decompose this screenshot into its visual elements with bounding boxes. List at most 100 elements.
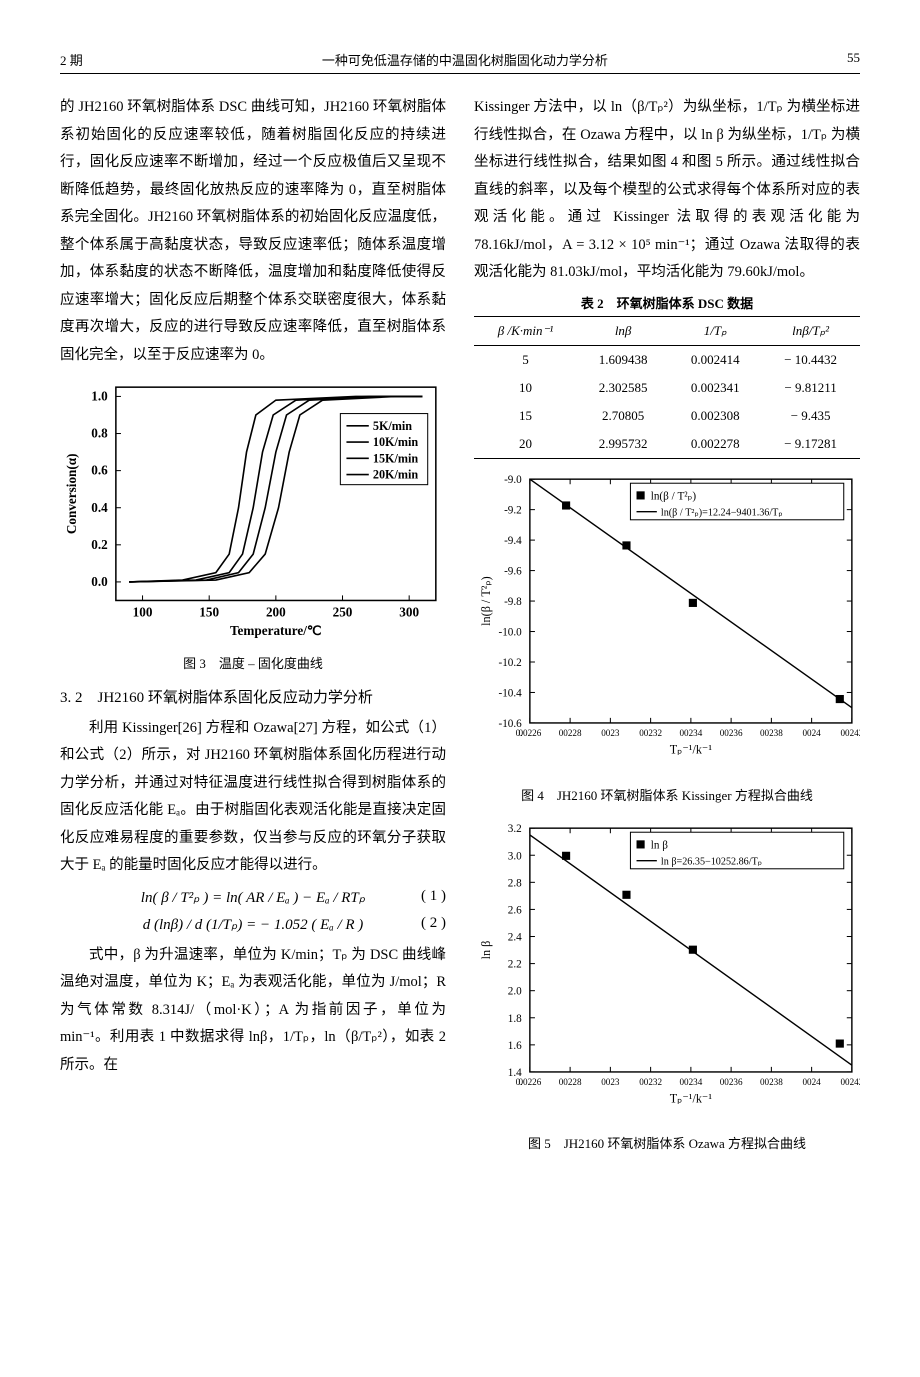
- svg-text:ln β: ln β: [651, 839, 668, 851]
- svg-text:0023: 0023: [601, 728, 620, 738]
- figure-3-svg: 1001502002503000.00.20.40.60.81.0Tempera…: [60, 377, 446, 641]
- table-cell: 2.995732: [577, 430, 669, 459]
- svg-text:1.8: 1.8: [508, 1012, 522, 1024]
- svg-text:00234: 00234: [679, 728, 702, 738]
- svg-text:0.4: 0.4: [91, 500, 108, 515]
- running-header: 2 期 一种可免低温存储的中温固化树脂固化动力学分析 55: [60, 50, 860, 74]
- svg-text:250: 250: [333, 605, 353, 620]
- table-header: lnβ/Tₚ²: [761, 316, 860, 345]
- svg-text:2.8: 2.8: [508, 877, 522, 889]
- svg-text:15K/min: 15K/min: [373, 452, 419, 466]
- svg-text:00236: 00236: [720, 728, 743, 738]
- svg-text:00242: 00242: [840, 1077, 860, 1087]
- svg-text:100: 100: [133, 605, 153, 620]
- table-row: 102.3025850.002341− 9.81211: [474, 374, 860, 402]
- svg-text:300: 300: [399, 605, 419, 620]
- svg-text:-10.0: -10.0: [498, 626, 522, 638]
- svg-text:Tₚ⁻¹/k⁻¹: Tₚ⁻¹/k⁻¹: [670, 1091, 713, 1105]
- table-cell: − 9.435: [761, 402, 860, 430]
- figure-4-caption: 图 4 JH2160 环氧树脂体系 Kissinger 方程拟合曲线: [474, 785, 860, 804]
- table-cell: − 9.81211: [761, 374, 860, 402]
- svg-text:Conversion(α): Conversion(α): [64, 454, 79, 535]
- equation-2: d (lnβ) / d (1/Tₚ) = − 1.052 ( Eₐ / R ) …: [60, 915, 446, 934]
- svg-text:ln(β / T²ₚ)=12.24−9401.36/Tₚ: ln(β / T²ₚ)=12.24−9401.36/Tₚ: [661, 508, 783, 519]
- table-cell: 0.002278: [669, 430, 761, 459]
- section-3-2-para1: 利用 Kissinger[26] 方程和 Ozawa[27] 方程，如公式（1）…: [60, 715, 446, 880]
- svg-text:-10.4: -10.4: [498, 687, 522, 699]
- table-row: β /K·min⁻¹lnβ1/Tₚlnβ/Tₚ²: [474, 316, 860, 345]
- two-column-layout: 的 JH2160 环氧树脂体系 DSC 曲线可知，JH2160 环氧树脂体系初始…: [60, 94, 860, 1166]
- table-cell: 10: [474, 374, 577, 402]
- svg-text:00234: 00234: [679, 1077, 702, 1087]
- table-2: β /K·min⁻¹lnβ1/Tₚlnβ/Tₚ² 51.6094380.0024…: [474, 316, 860, 459]
- table-cell: − 10.4432: [761, 345, 860, 374]
- svg-text:2.4: 2.4: [508, 931, 522, 943]
- page: 2 期 一种可免低温存储的中温固化树脂固化动力学分析 55 的 JH2160 环…: [0, 0, 920, 1216]
- left-column: 的 JH2160 环氧树脂体系 DSC 曲线可知，JH2160 环氧树脂体系初始…: [60, 94, 446, 1166]
- equation-1-number: ( 1 ): [421, 888, 446, 905]
- svg-text:Temperature/℃: Temperature/℃: [230, 623, 322, 638]
- svg-text:-10.2: -10.2: [498, 657, 521, 669]
- svg-text:00232: 00232: [639, 1077, 662, 1087]
- table-cell: 2.302585: [577, 374, 669, 402]
- figure-3: 1001502002503000.00.20.40.60.81.0Tempera…: [60, 377, 446, 646]
- svg-text:ln(β / T²ₚ): ln(β / T²ₚ): [479, 576, 493, 626]
- table-row: 51.6094380.002414− 10.4432: [474, 345, 860, 374]
- svg-text:0023: 0023: [601, 1077, 620, 1087]
- svg-text:00232: 00232: [639, 728, 662, 738]
- table-cell: 0.002341: [669, 374, 761, 402]
- figure-5-svg: 0022600228002300232002340023600238002400…: [474, 818, 860, 1123]
- svg-text:2.2: 2.2: [508, 958, 522, 970]
- svg-text:-9.8: -9.8: [504, 596, 522, 608]
- equation-1: ln( β / T²ₚ ) = ln( AR / Eₐ ) − Eₐ / RTₚ…: [60, 888, 446, 907]
- svg-text:00238: 00238: [760, 728, 783, 738]
- svg-text:2.0: 2.0: [508, 985, 522, 997]
- svg-text:00228: 00228: [559, 728, 582, 738]
- svg-text:-9.2: -9.2: [504, 505, 522, 517]
- right-column: Kissinger 方法中，以 ln（β/Tₚ²）为纵坐标，1/Tₚ 为横坐标进…: [474, 94, 860, 1166]
- svg-text:0024: 0024: [802, 728, 821, 738]
- svg-text:00236: 00236: [720, 1077, 743, 1087]
- table-cell: 0.002308: [669, 402, 761, 430]
- svg-text:20K/min: 20K/min: [373, 468, 419, 482]
- svg-text:00242: 00242: [840, 728, 860, 738]
- svg-text:ln β: ln β: [479, 940, 493, 959]
- svg-text:1.4: 1.4: [508, 1067, 522, 1079]
- svg-text:1.6: 1.6: [508, 1039, 522, 1051]
- equation-2-body: d (lnβ) / d (1/Tₚ) = − 1.052 ( Eₐ / R ): [143, 917, 364, 933]
- figure-4-svg: 0022600228002300232002340023600238002400…: [474, 469, 860, 774]
- svg-text:00228: 00228: [559, 1077, 582, 1087]
- svg-text:ln β=26.35−10252.86/Tₚ: ln β=26.35−10252.86/Tₚ: [661, 856, 762, 867]
- table-2-caption: 表 2 环氧树脂体系 DSC 数据: [474, 293, 860, 312]
- svg-text:00238: 00238: [760, 1077, 783, 1087]
- svg-text:200: 200: [266, 605, 286, 620]
- equation-2-number: ( 2 ): [421, 915, 446, 932]
- svg-text:0.0: 0.0: [91, 574, 108, 589]
- svg-text:150: 150: [199, 605, 219, 620]
- figure-4: 0022600228002300232002340023600238002400…: [474, 469, 860, 779]
- table-cell: 20: [474, 430, 577, 459]
- svg-text:0.6: 0.6: [91, 463, 108, 478]
- svg-text:Tₚ⁻¹/k⁻¹: Tₚ⁻¹/k⁻¹: [670, 742, 713, 756]
- svg-text:-9.0: -9.0: [504, 474, 522, 486]
- svg-text:2.6: 2.6: [508, 904, 522, 916]
- svg-text:3.2: 3.2: [508, 823, 522, 835]
- table-header: β /K·min⁻¹: [474, 316, 577, 345]
- svg-text:3.0: 3.0: [508, 850, 522, 862]
- header-title: 一种可免低温存储的中温固化树脂固化动力学分析: [83, 50, 847, 69]
- svg-text:0.2: 0.2: [91, 537, 108, 552]
- svg-text:0.8: 0.8: [91, 426, 108, 441]
- svg-text:ln(β / T²ₚ): ln(β / T²ₚ): [651, 490, 697, 502]
- figure-5-caption: 图 5 JH2160 环氧树脂体系 Ozawa 方程拟合曲线: [474, 1133, 860, 1152]
- table-cell: 5: [474, 345, 577, 374]
- table-cell: 2.70805: [577, 402, 669, 430]
- figure-5: 0022600228002300232002340023600238002400…: [474, 818, 860, 1128]
- left-para-1: 的 JH2160 环氧树脂体系 DSC 曲线可知，JH2160 环氧树脂体系初始…: [60, 94, 446, 369]
- right-para-1: Kissinger 方法中，以 ln（β/Tₚ²）为纵坐标，1/Tₚ 为横坐标进…: [474, 94, 860, 287]
- header-page: 55: [847, 50, 860, 69]
- header-left: 2 期: [60, 50, 83, 69]
- table-cell: − 9.17281: [761, 430, 860, 459]
- table-cell: 15: [474, 402, 577, 430]
- svg-text:-10.6: -10.6: [498, 718, 522, 730]
- svg-text:0024: 0024: [802, 1077, 821, 1087]
